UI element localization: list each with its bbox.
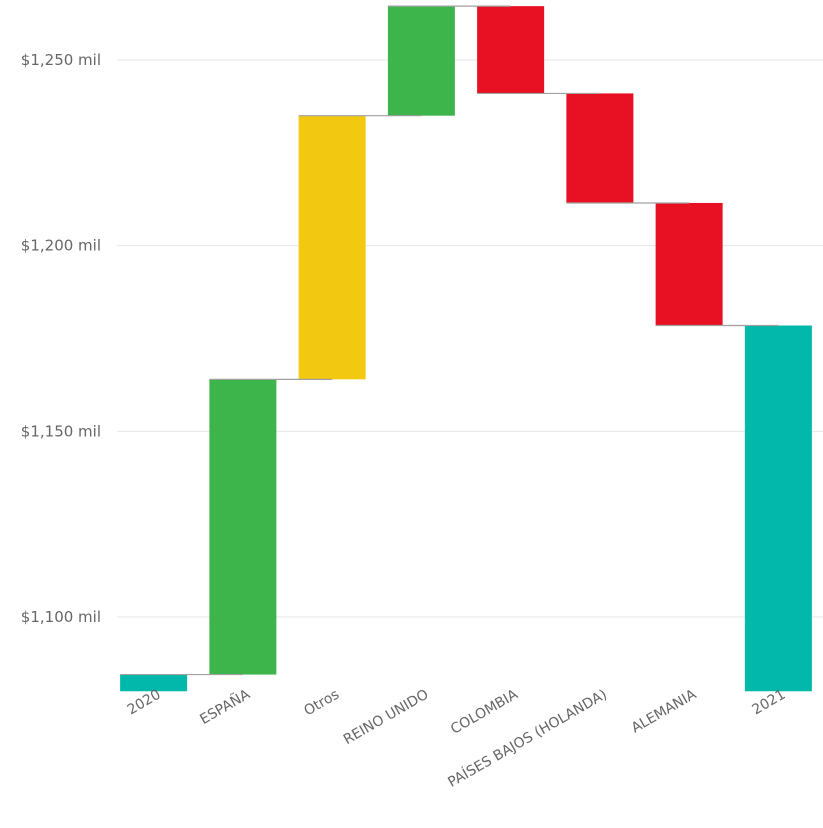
x-category-label: 2021	[750, 687, 789, 719]
bar-otros	[298, 115, 366, 380]
y-axis-tick-labels: $1,100 mil $1,150 mil $1,200 mil $1,250 mil	[21, 51, 101, 626]
connectors	[120, 5, 779, 676]
bar-2021	[744, 325, 812, 692]
bar-colombia	[477, 6, 545, 94]
x-category-label: COLOMBIA	[448, 686, 521, 737]
bar-países-bajos-holanda-	[566, 93, 634, 203]
y-tick-label: $1,100 mil	[21, 608, 101, 626]
x-category-label: ESPAÑA	[197, 686, 253, 728]
y-tick-label: $1,200 mil	[21, 237, 101, 255]
bar-alemania	[655, 202, 723, 326]
y-tick-label: $1,250 mil	[21, 51, 101, 69]
bar-2020	[120, 674, 188, 692]
x-category-label: ALEMANIA	[629, 686, 700, 736]
x-category-label: PAÍSES BAJOS (HOLANDA)	[445, 686, 610, 791]
bars	[120, 6, 812, 692]
x-category-label: 2020	[125, 687, 164, 719]
y-tick-label: $1,150 mil	[21, 422, 101, 440]
x-category-label: Otros	[301, 687, 342, 720]
bar-españa	[209, 379, 277, 675]
bar-reino-unido	[387, 6, 455, 116]
x-category-label: REINO UNIDO	[341, 687, 432, 749]
